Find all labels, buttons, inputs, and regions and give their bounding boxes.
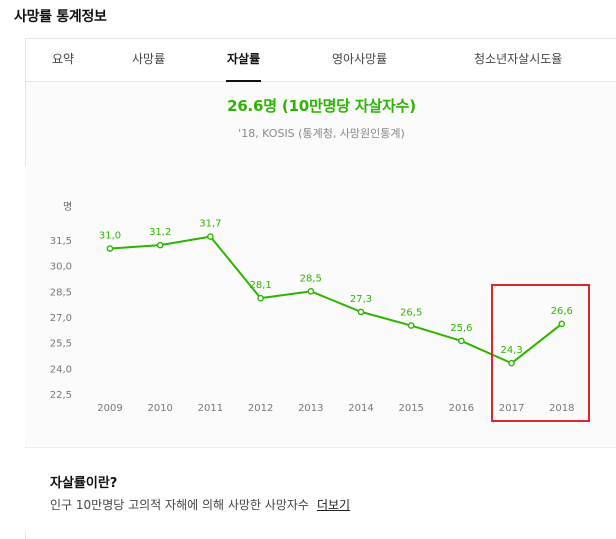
data-point xyxy=(106,245,114,252)
chart-area: 명 22,5 24,0 25,5 27,0 28,5 30,0 31,5 2009 2010 201… xyxy=(25,166,616,446)
tab-mortality[interactable]: 사망률 xyxy=(132,39,165,81)
x-tick-label: 2010 xyxy=(147,403,172,414)
data-label: 27,3 xyxy=(350,294,372,305)
y-tick-label: 22,5 xyxy=(50,390,72,401)
data-label: 28,1 xyxy=(249,280,271,291)
data-point xyxy=(257,294,264,302)
data-point xyxy=(207,233,214,240)
y-tick-label: 31,5 xyxy=(50,236,72,247)
tab-mortality-label: 사망률 xyxy=(132,52,166,66)
data-point xyxy=(458,337,465,345)
info-section: 자살률이란? 인구 10만명당 고의적 자해에 의해 사망한 사망자수 더보기 xyxy=(25,447,616,532)
info-title: 자살률이란? xyxy=(50,476,118,491)
tab-infant-mortality-label: 영아사망률 xyxy=(332,52,388,66)
data-label: 31,0 xyxy=(99,231,121,242)
data-label: 26,6 xyxy=(551,306,573,317)
tab-youth-suicide-attempt-label: 청소년자살시도율 xyxy=(474,52,563,66)
series-line xyxy=(109,235,563,365)
info-description: 인구 10만명당 고의적 자해에 의해 사망한 사망자수 더보기 xyxy=(50,496,350,513)
y-tick-label: 25,5 xyxy=(50,339,72,350)
data-point xyxy=(558,320,566,328)
x-tick-label: 2011 xyxy=(198,403,223,414)
more-link[interactable]: 더보기 xyxy=(316,498,351,512)
data-label: 31,7 xyxy=(199,219,221,230)
data-label: 28,5 xyxy=(300,273,322,284)
data-point xyxy=(156,241,164,249)
info-description-text: 인구 10만명당 고의적 자해에 의해 사망한 사망자수 xyxy=(50,498,309,512)
data-point xyxy=(407,322,415,329)
x-tick-label: 2009 xyxy=(97,403,122,414)
data-point xyxy=(357,308,365,316)
y-tick-label: 27,0 xyxy=(50,313,72,324)
y-tick-label: 24,0 xyxy=(50,364,72,375)
x-tick-label: 2015 xyxy=(398,403,423,414)
tab-summary[interactable]: 요약 xyxy=(52,39,74,81)
page-title: 사망률 통계정보 xyxy=(14,9,107,25)
x-tick-label: 2017 xyxy=(499,403,524,414)
x-tick-label: 2012 xyxy=(248,403,273,414)
x-tick-label: 2018 xyxy=(549,403,574,414)
tab-bar: 요약 사망률 자살률 영아사망률 청소년자살시도율 xyxy=(26,39,616,82)
summary-main-value: 26.6명 (10만명당 자살자수) xyxy=(227,97,416,115)
tab-infant-mortality[interactable]: 영아사망률 xyxy=(332,39,387,81)
line-chart: 명 22,5 24,0 25,5 27,0 28,5 30,0 31,5 2009 2010 201… xyxy=(50,201,575,414)
data-label: 31,2 xyxy=(149,227,171,238)
tab-youth-suicide-attempt[interactable]: 청소년자살시도율 xyxy=(474,39,562,81)
data-point xyxy=(508,359,515,367)
x-tick-label: 2016 xyxy=(449,403,474,414)
data-point xyxy=(307,288,315,295)
tab-summary-label: 요약 xyxy=(52,52,75,66)
tab-suicide-rate[interactable]: 자살률 xyxy=(226,39,262,82)
data-label: 25,6 xyxy=(450,323,472,334)
tab-suicide-rate-label: 자살률 xyxy=(227,52,261,66)
highlight-box xyxy=(491,284,590,422)
data-label: 24,3 xyxy=(500,345,522,356)
data-label: 26,5 xyxy=(400,308,422,319)
x-tick-label: 2013 xyxy=(298,403,323,414)
active-tab-underline xyxy=(226,80,262,82)
summary-source: '18, KOSIS (통계청, 사망원인통계) xyxy=(238,127,405,140)
y-tick-label: 30,0 xyxy=(50,262,72,273)
y-tick-label: 28,5 xyxy=(50,287,72,298)
x-tick-label: 2014 xyxy=(348,403,373,414)
y-axis-unit-label: 명 xyxy=(63,201,72,213)
